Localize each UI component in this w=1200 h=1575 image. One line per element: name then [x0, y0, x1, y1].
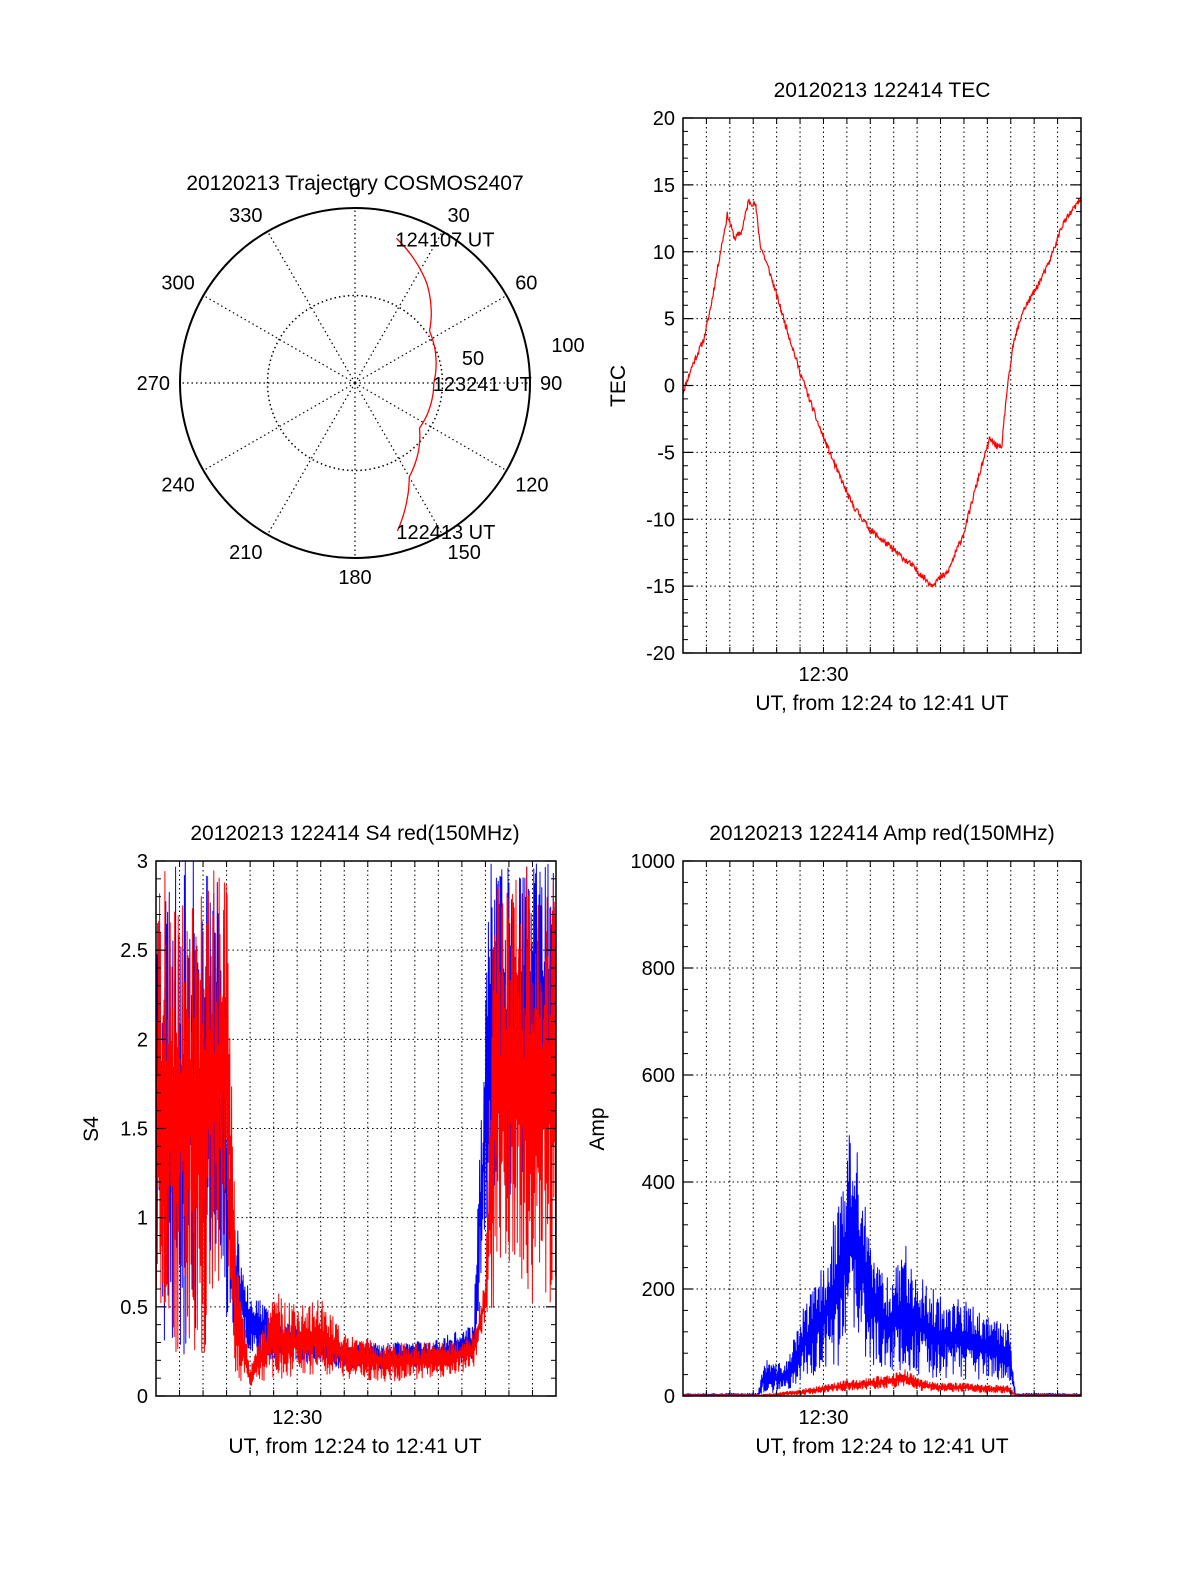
- polar-angle-label-30: 30: [448, 205, 470, 227]
- polar-angle-label-300: 300: [161, 273, 194, 295]
- s4-xlabel: UT, from 12:24 to 12:41 UT: [228, 1435, 481, 1458]
- s4-ytick-label-5: 2.5: [120, 940, 148, 962]
- polar-angle-label-120: 120: [515, 475, 548, 497]
- polar-radius-label-100: 100: [551, 335, 584, 357]
- tec-ytick-label-1: -15: [646, 576, 675, 598]
- s4-ytick-label-6: 3: [137, 851, 148, 873]
- s4-ylabel: S4: [80, 1116, 103, 1142]
- polar-angle-label-60: 60: [515, 273, 537, 295]
- s4-ytick-label-3: 1.5: [120, 1119, 148, 1141]
- trajectory-annotation-0: 124107 UT: [396, 229, 495, 251]
- trajectory-annotation-2: 122413 UT: [396, 522, 495, 544]
- amp-title: 20120213 122414 Amp red(150MHz): [709, 822, 1055, 845]
- amp-xlabel: UT, from 12:24 to 12:41 UT: [755, 1435, 1008, 1458]
- amp-frame-box: [682, 860, 1082, 1397]
- polar-radius-label-50: 50: [462, 348, 484, 370]
- amp-series-blue: [682, 1135, 1082, 1397]
- polar-angle-label-240: 240: [161, 475, 194, 497]
- polar-angle-label-180: 180: [338, 567, 371, 589]
- amp-ytick-label-1: 200: [642, 1279, 675, 1301]
- tec-ylabel: TEC: [607, 365, 630, 407]
- tec-ytick-label-2: -10: [646, 509, 675, 531]
- polar-spoke-240: [203, 382, 356, 472]
- polar-angle-label-210: 210: [229, 542, 262, 564]
- amp-panel: 20120213 122414 Amp red(150MHz) UT, from…: [586, 822, 1082, 1458]
- amp-ytick-label-0: 0: [664, 1386, 675, 1408]
- s4-ytick-label-4: 2: [137, 1029, 148, 1051]
- s4-ytick-label-0: 0: [137, 1386, 148, 1408]
- s4-ytick-label-2: 1: [137, 1208, 148, 1230]
- s4-series-red: [155, 866, 557, 1386]
- tec-panel: 20120213 122414 TEC UT, from 12:24 to 12…: [607, 79, 1082, 715]
- amp-ytick-label-2: 400: [642, 1172, 675, 1194]
- tec-xtick-label-0: 12:30: [798, 664, 848, 686]
- s4-title: 20120213 122414 S4 red(150MHz): [190, 822, 519, 845]
- tec-ytick-label-7: 15: [653, 175, 675, 197]
- tec-ytick-label-3: -5: [657, 442, 675, 464]
- polar-spoke-30: [354, 231, 444, 384]
- polar-angle-label-0: 0: [349, 180, 360, 202]
- s4-ytick-label-1: 0.5: [120, 1297, 148, 1319]
- amp-ytick-label-4: 800: [642, 958, 675, 980]
- amp-xtick-label-0: 12:30: [798, 1407, 848, 1429]
- tec-title: 20120213 122414 TEC: [774, 79, 991, 102]
- s4-xtick-label-0: 12:30: [272, 1407, 322, 1429]
- tec-ytick-label-6: 10: [653, 242, 675, 264]
- polar-angle-label-90: 90: [540, 373, 562, 395]
- tec-ytick-label-5: 5: [664, 309, 675, 331]
- tec-series-red: [682, 196, 1082, 588]
- tec-ytick-label-8: 20: [653, 108, 675, 130]
- tec-ytick-label-4: 0: [664, 376, 675, 398]
- trajectory-polar-panel: 20120213 Trajectory COSMOS2407 0 30 60 90 12…: [137, 172, 585, 589]
- polar-spoke-210: [266, 382, 356, 535]
- tec-xlabel: UT, from 12:24 to 12:41 UT: [755, 692, 1008, 715]
- amp-ylabel: Amp: [586, 1107, 609, 1150]
- trajectory-title: 20120213 Trajectory COSMOS2407: [186, 172, 523, 195]
- polar-angle-label-150: 150: [448, 542, 481, 564]
- trajectory-annotation-1: 123241 UT: [433, 374, 532, 396]
- polar-outer-ring: [179, 207, 531, 559]
- amp-series-red: [682, 1369, 1082, 1397]
- polar-angle-label-270: 270: [137, 373, 170, 395]
- trajectory-line: [396, 237, 437, 532]
- polar-ring-50: [266, 294, 444, 472]
- tec-ytick-label-0: -20: [646, 643, 675, 665]
- s4-panel: 20120213 122414 S4 red(150MHz) UT, from …: [80, 822, 557, 1458]
- amp-ytick-label-3: 600: [642, 1065, 675, 1087]
- amp-ytick-label-5: 1000: [631, 851, 676, 873]
- polar-angle-label-330: 330: [229, 205, 262, 227]
